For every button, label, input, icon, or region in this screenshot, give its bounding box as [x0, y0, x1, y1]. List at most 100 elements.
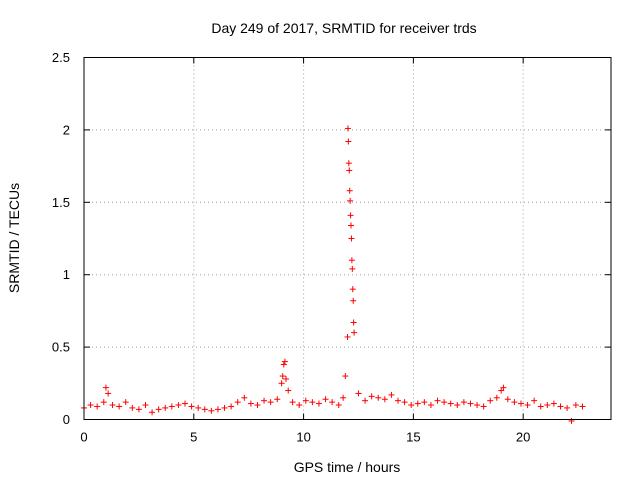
data-point [274, 396, 281, 403]
x-tick-label: 10 [296, 430, 310, 445]
data-point [208, 407, 215, 414]
data-point [188, 403, 195, 410]
data-point [182, 400, 189, 407]
axis-ticks: 0 0.5 1 1.5 2 2.5 0 5 10 15 20 [52, 50, 611, 445]
data-point [414, 400, 421, 407]
x-tick-label: 15 [406, 430, 420, 445]
x-tick-label: 0 [80, 430, 87, 445]
data-point [348, 222, 355, 229]
data-point [254, 402, 261, 409]
y-tick-label: 1.5 [52, 195, 70, 210]
data-point [228, 403, 235, 410]
data-point [350, 319, 357, 326]
y-tick-label: 0.5 [52, 340, 70, 355]
chart-title: Day 249 of 2017, SRMTID for receiver trd… [211, 20, 476, 36]
data-point [579, 403, 586, 410]
data-point [467, 400, 474, 407]
data-point [149, 409, 156, 416]
data-point [427, 402, 434, 409]
data-point [302, 397, 309, 404]
data-point [285, 387, 292, 394]
data-point [335, 402, 342, 409]
data-point [296, 402, 303, 409]
data-point [344, 125, 351, 132]
data-point [474, 402, 481, 409]
data-point [195, 404, 202, 411]
data-point [460, 399, 467, 406]
data-point [347, 212, 354, 219]
data-point [347, 197, 354, 204]
data-point [487, 397, 494, 404]
data-point [345, 160, 352, 167]
data-point [441, 399, 448, 406]
data-point [87, 402, 94, 409]
data-point [279, 373, 286, 380]
data-point [351, 329, 358, 336]
data-point [100, 399, 107, 406]
y-tick-label: 2 [63, 122, 70, 137]
data-point [94, 403, 101, 410]
y-tick-label: 1 [63, 267, 70, 282]
data-point [368, 393, 375, 400]
data-point [493, 394, 500, 401]
data-point [348, 235, 355, 242]
data-point [345, 138, 352, 145]
data-point [344, 333, 351, 340]
data-point [349, 265, 356, 272]
data-point [201, 406, 208, 413]
data-point [375, 394, 382, 401]
data-point [544, 402, 551, 409]
data-point [241, 394, 248, 401]
y-axis-title: SRMTID / TECUs [6, 183, 22, 293]
data-point [168, 403, 175, 410]
data-point [447, 400, 454, 407]
data-point [480, 403, 487, 410]
data-point [362, 397, 369, 404]
x-tick-label: 5 [190, 430, 197, 445]
data-point [500, 384, 507, 391]
data-point [517, 400, 524, 407]
data-point [322, 396, 329, 403]
data-point [340, 394, 347, 401]
data-point [550, 400, 557, 407]
data-point [434, 397, 441, 404]
y-tick-label: 2.5 [52, 50, 70, 65]
data-point [454, 402, 461, 409]
data-point [221, 404, 228, 411]
data-point [342, 373, 349, 380]
plot-frame [83, 57, 612, 420]
data-point [102, 384, 109, 391]
data-point [247, 400, 254, 407]
grid-lines [84, 57, 611, 420]
x-axis-title: GPS time / hours [294, 459, 401, 475]
data-point [348, 257, 355, 264]
data-point [568, 417, 575, 424]
data-point [537, 403, 544, 410]
data-point [315, 400, 322, 407]
data-point [261, 397, 268, 404]
data-point [524, 402, 531, 409]
data-point [280, 361, 287, 368]
data-points [81, 125, 586, 424]
data-point [267, 399, 274, 406]
data-point [564, 404, 571, 411]
data-point [401, 399, 408, 406]
x-tick-label: 20 [516, 430, 530, 445]
data-point [421, 399, 428, 406]
y-tick-label: 0 [63, 412, 70, 427]
data-point [408, 402, 415, 409]
data-point [122, 399, 129, 406]
data-point [162, 404, 169, 411]
data-point [557, 403, 564, 410]
data-point [289, 399, 296, 406]
data-point [175, 402, 182, 409]
data-point [381, 396, 388, 403]
data-point [346, 187, 353, 194]
data-point [283, 375, 290, 382]
data-point [234, 399, 241, 406]
data-point [349, 286, 356, 293]
data-point [309, 399, 316, 406]
data-point [388, 391, 395, 398]
data-point [278, 380, 285, 387]
